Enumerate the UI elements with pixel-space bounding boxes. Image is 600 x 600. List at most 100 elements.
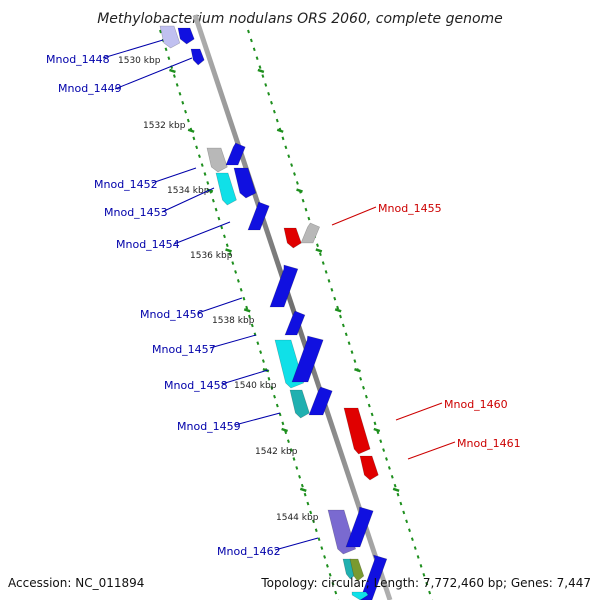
track-dot <box>405 519 409 524</box>
track-dot <box>324 270 328 274</box>
gene-block-mnod-1462b[interactable] <box>345 506 374 548</box>
gene-label-mnod-1459[interactable]: Mnod_1459 <box>177 420 241 433</box>
track-dot <box>281 136 285 141</box>
track-dot <box>353 359 357 363</box>
gene-label-mnod-1457[interactable]: Mnod_1457 <box>152 343 216 356</box>
gene-block-partial-d[interactable] <box>351 591 369 600</box>
gene-block-mnod-1458b[interactable] <box>291 335 324 383</box>
track-dot <box>307 216 311 221</box>
accession-text: Accession: NC_011894 <box>8 576 144 590</box>
gene-block-partial-c[interactable] <box>359 554 388 600</box>
gene-block-mnod-1459[interactable] <box>289 389 310 419</box>
track-dot <box>261 359 265 363</box>
track-major-tick <box>276 128 284 133</box>
scale-tick-label: 1534 kbp <box>167 186 210 196</box>
track-dot <box>333 296 337 301</box>
gene-block-mnod-1456[interactable] <box>269 264 299 308</box>
gene-label-mnod-1455[interactable]: Mnod_1455 <box>378 202 442 215</box>
track-dot <box>223 234 226 239</box>
track-dot <box>312 519 315 524</box>
track-dot <box>192 136 196 141</box>
track-dot <box>270 385 274 390</box>
gene-block-mnod-1454[interactable] <box>247 201 270 231</box>
gene-block-mnod-1453b[interactable] <box>233 167 257 199</box>
gene-block-mnod-1453[interactable] <box>215 172 237 206</box>
track-dot <box>181 100 185 105</box>
track-dot <box>248 314 251 319</box>
track-dot <box>252 47 256 52</box>
track-dot <box>275 118 279 123</box>
gene-block-mnod-1452[interactable] <box>206 147 228 173</box>
scale-tick-label: 1536 kbp <box>190 251 233 261</box>
track-dot <box>159 29 162 34</box>
gene-label-mnod-1448[interactable]: Mnod_1448 <box>46 53 110 66</box>
gene-block-mnod-1459b[interactable] <box>308 386 333 416</box>
track-dot <box>195 145 199 150</box>
track-dot <box>359 377 363 381</box>
gene-label-mnod-1460[interactable]: Mnod_1460 <box>444 398 508 411</box>
track-dot <box>270 100 273 105</box>
track-dot <box>292 457 296 461</box>
track-dot <box>367 403 371 408</box>
gene-block-mnod-1449[interactable] <box>190 48 205 66</box>
track-dot <box>197 154 201 159</box>
track-dot <box>336 305 340 310</box>
track-dot <box>306 501 310 506</box>
track-major-tick <box>206 188 214 193</box>
gene-label-mnod-1449[interactable]: Mnod_1449 <box>58 82 122 95</box>
track-dot <box>399 501 403 506</box>
gene-block-mnod-1460[interactable] <box>343 407 371 455</box>
track-dot <box>364 394 368 399</box>
track-dot <box>286 439 290 444</box>
label-leader-line <box>209 334 257 349</box>
track-dot <box>413 546 417 550</box>
gene-label-mnod-1456[interactable]: Mnod_1456 <box>140 308 204 321</box>
track-dot <box>175 83 179 87</box>
gene-label-mnod-1454[interactable]: Mnod_1454 <box>116 238 180 251</box>
gene-label-mnod-1453[interactable]: Mnod_1453 <box>104 206 168 219</box>
gene-block-mnod-1448[interactable] <box>159 25 181 49</box>
track-dot <box>273 394 276 399</box>
track-dot <box>256 341 260 346</box>
track-dot <box>284 145 288 150</box>
track-dot <box>328 572 332 577</box>
track-dot <box>428 590 432 595</box>
track-dot <box>344 332 348 337</box>
track-dot <box>317 537 321 541</box>
scale-tick-label: 1532 kbp <box>143 121 186 131</box>
gene-block-mnod-1448b[interactable] <box>177 27 195 45</box>
track-dot <box>339 314 342 319</box>
gene-block-mnod-1452b[interactable] <box>225 142 246 166</box>
track-dot <box>200 163 204 167</box>
gene-block-mnod-1455b[interactable] <box>300 222 320 244</box>
track-dot <box>231 261 235 265</box>
track-dot <box>304 207 308 212</box>
gene-block-mnod-1457[interactable] <box>284 310 306 336</box>
gene-block-partial-a[interactable] <box>342 558 357 580</box>
track-dot <box>272 109 276 114</box>
track-dot <box>325 564 329 568</box>
gene-label-mnod-1462[interactable]: Mnod_1462 <box>217 545 281 558</box>
track-dot <box>327 279 331 283</box>
track-dot <box>301 198 305 203</box>
gene-block-partial-b[interactable] <box>349 558 365 582</box>
track-dot <box>293 172 296 176</box>
track-dot <box>300 483 304 488</box>
track-major-tick <box>225 248 232 253</box>
track-major-tick <box>392 487 400 493</box>
gene-label-mnod-1458[interactable]: Mnod_1458 <box>164 379 228 392</box>
strand-backbone <box>192 14 393 600</box>
track-dot <box>259 350 263 354</box>
gene-label-mnod-1452[interactable]: Mnod_1452 <box>94 178 158 191</box>
track-major-tick <box>296 188 303 193</box>
track-major-tick <box>334 308 342 313</box>
track-dot <box>321 261 325 265</box>
gene-block-mnod-1461[interactable] <box>359 455 379 481</box>
track-dot <box>211 198 215 203</box>
track-dot <box>323 555 327 559</box>
gene-block-mnod-1455[interactable] <box>283 227 302 249</box>
track-dot <box>316 243 319 248</box>
label-leader-line <box>234 412 281 426</box>
gene-label-mnod-1461[interactable]: Mnod_1461 <box>457 437 521 450</box>
track-dot <box>206 181 210 185</box>
